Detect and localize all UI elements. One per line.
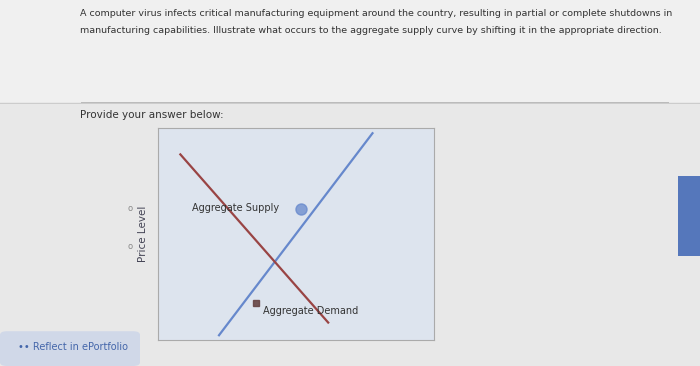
Text: •• Reflect in ePortfolio: •• Reflect in ePortfolio [18, 342, 127, 352]
Text: o: o [127, 243, 132, 251]
Text: Aggregate Supply: Aggregate Supply [192, 203, 279, 213]
Text: Price Level: Price Level [138, 206, 148, 262]
Text: manufacturing capabilities. Illustrate what occurs to the aggregate supply curve: manufacturing capabilities. Illustrate w… [80, 26, 662, 35]
Text: o: o [127, 204, 132, 213]
Text: Aggregate Demand: Aggregate Demand [262, 306, 358, 317]
Text: Provide your answer below:: Provide your answer below: [80, 110, 224, 120]
Text: A computer virus infects critical manufacturing equipment around the country, re: A computer virus infects critical manufa… [80, 9, 673, 18]
